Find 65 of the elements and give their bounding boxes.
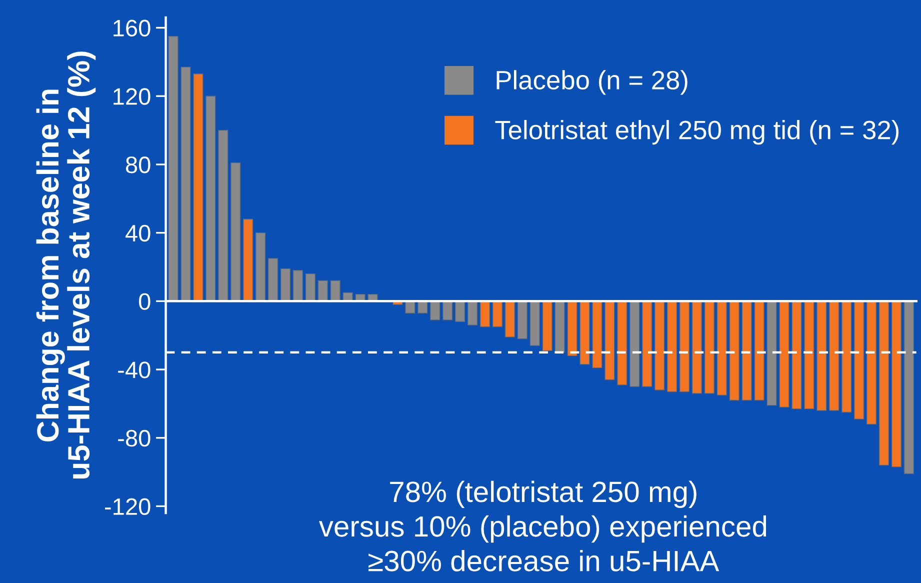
bar [305,273,316,302]
bar [542,300,552,352]
bar [467,300,478,326]
bar [729,300,740,401]
y-tick-label: 160 [114,20,150,37]
y-tick-label: -40 [118,362,150,378]
y-tick-label: 0 [138,293,150,310]
bar [679,300,690,392]
bar [816,300,827,411]
bar [567,300,578,356]
annotation: 78% (telotristat 250 mg) versus 10% (placebo) experienced ≥30% decrease in u5-HIAA [318,480,766,572]
bar [904,300,914,474]
bar [866,300,877,425]
bar [878,300,889,466]
bar [829,300,840,411]
bar [318,280,328,302]
bar [779,300,790,408]
bar [517,300,528,340]
y-tick-label: 120 [114,88,150,105]
bar [766,300,777,406]
bar [243,218,254,302]
bar [804,300,814,410]
bar [256,232,266,302]
bar [168,36,178,302]
bar [604,300,615,380]
bar [630,300,640,387]
bar [592,300,602,368]
bar [442,300,453,320]
y-tick-label: 40 [125,224,150,242]
y-tick-label: -120 [104,498,150,515]
bar [230,162,241,302]
legend-label: Telotristat ethyl 250 mg tid (n = 32) [495,120,899,145]
bar [268,258,278,302]
bar [580,300,590,365]
bar [554,300,565,353]
y-tick-label: 80 [126,156,150,174]
bar [654,300,665,390]
bar [617,300,628,386]
y-tick-label: -80 [118,430,150,447]
bar [330,280,340,302]
bar [842,300,852,413]
bar [504,300,515,338]
bar [792,300,802,410]
bar [492,300,502,328]
bar [742,300,752,401]
bar [692,300,702,394]
bar [206,96,216,302]
bar [754,300,764,401]
bar [530,300,540,346]
legend-label: Placebo (n = 28) [496,70,688,95]
bar [292,270,303,302]
bar [854,300,864,420]
bar [666,300,678,392]
bar [280,268,291,302]
bar [455,300,466,322]
bar [704,300,714,394]
bar [480,300,490,328]
bar [180,66,191,302]
bar [891,300,902,468]
bar [430,300,440,320]
bar [642,300,652,387]
bar [193,74,204,302]
bar [716,300,727,396]
y-axis-title: Change from baseline in u5-HIAA levels at week 12 (%) [36,52,96,478]
bar [218,130,228,302]
